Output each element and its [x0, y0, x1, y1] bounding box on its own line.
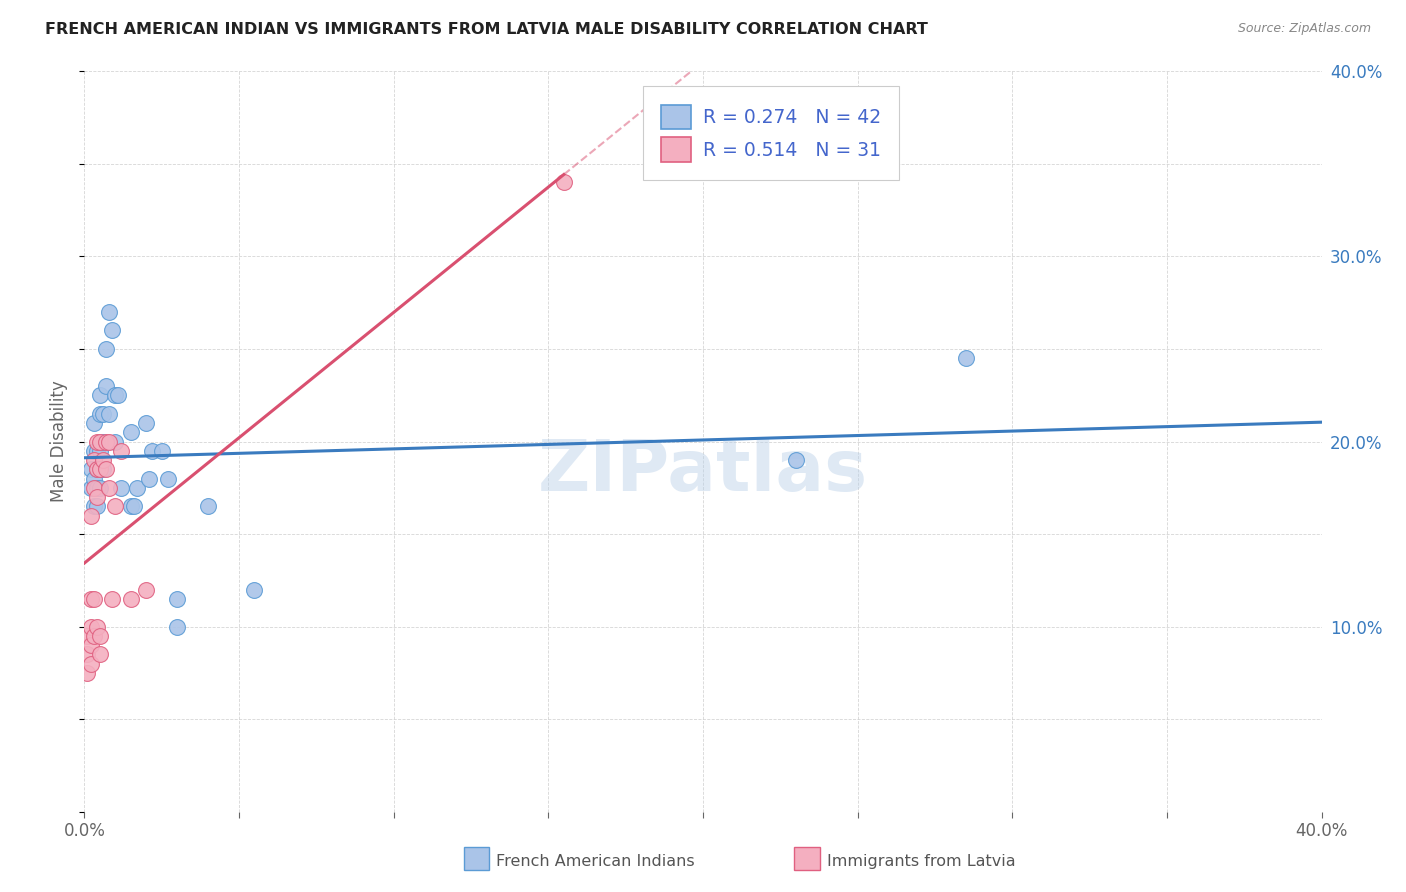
Point [101, 591, 124, 606]
Point [86, 619, 108, 633]
Point [83, 481, 105, 495]
Point [98, 434, 121, 449]
Point [197, 500, 219, 514]
Point [120, 425, 142, 440]
Point [138, 472, 160, 486]
Point [91, 407, 114, 421]
Point [79, 481, 101, 495]
Point [98, 481, 121, 495]
Text: ZIPatlas: ZIPatlas [538, 437, 868, 506]
Point [89, 462, 111, 476]
Point [89, 443, 111, 458]
Point [94, 434, 117, 449]
Point [166, 591, 188, 606]
Point [83, 416, 105, 430]
Point [76, 665, 98, 680]
Point [83, 591, 105, 606]
Point [94, 462, 117, 476]
Point [83, 472, 105, 486]
Point [104, 388, 127, 402]
Point [76, 629, 98, 643]
Point [89, 388, 111, 402]
Text: Immigrants from Latvia: Immigrants from Latvia [827, 855, 1015, 869]
Point [79, 638, 101, 652]
Point [120, 500, 142, 514]
Point [150, 443, 173, 458]
Point [135, 582, 157, 597]
Point [86, 500, 108, 514]
Point [104, 434, 127, 449]
Legend: R = 0.274   N = 42, R = 0.514   N = 31: R = 0.274 N = 42, R = 0.514 N = 31 [648, 92, 894, 175]
Point [101, 324, 124, 338]
Point [122, 500, 145, 514]
Point [83, 629, 105, 643]
Point [89, 481, 111, 495]
Point [141, 443, 163, 458]
Point [76, 648, 98, 662]
Point [94, 379, 117, 393]
Point [79, 591, 101, 606]
Point [86, 443, 108, 458]
Point [156, 472, 179, 486]
Point [83, 453, 105, 467]
Point [94, 342, 117, 356]
Point [79, 508, 101, 523]
Point [89, 648, 111, 662]
Y-axis label: Male Disability: Male Disability [51, 381, 69, 502]
Point [89, 434, 111, 449]
Point [86, 481, 108, 495]
Point [107, 388, 129, 402]
Point [135, 416, 157, 430]
Point [79, 619, 101, 633]
Point [86, 490, 108, 504]
Point [86, 462, 108, 476]
Point [104, 500, 127, 514]
Point [98, 305, 121, 319]
Point [243, 582, 266, 597]
Text: Source: ZipAtlas.com: Source: ZipAtlas.com [1237, 22, 1371, 36]
Point [110, 443, 132, 458]
Point [955, 351, 977, 366]
Point [79, 462, 101, 476]
Point [91, 434, 114, 449]
Point [91, 462, 114, 476]
Point [89, 407, 111, 421]
Point [91, 453, 114, 467]
Point [79, 657, 101, 671]
Point [89, 462, 111, 476]
Point [785, 453, 807, 467]
Point [166, 619, 188, 633]
Point [86, 462, 108, 476]
Point [553, 175, 575, 190]
Point [125, 481, 148, 495]
Point [89, 629, 111, 643]
Point [83, 500, 105, 514]
Point [120, 591, 142, 606]
Point [98, 407, 121, 421]
Text: FRENCH AMERICAN INDIAN VS IMMIGRANTS FROM LATVIA MALE DISABILITY CORRELATION CHA: FRENCH AMERICAN INDIAN VS IMMIGRANTS FRO… [45, 22, 928, 37]
Point [110, 481, 132, 495]
Point [83, 443, 105, 458]
Text: French American Indians: French American Indians [496, 855, 695, 869]
Point [86, 434, 108, 449]
